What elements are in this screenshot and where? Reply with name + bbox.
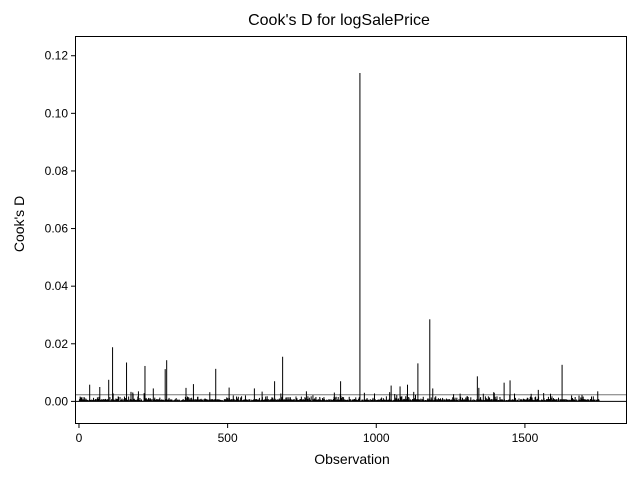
- y-axis-label: Cook's D: [11, 196, 27, 252]
- y-axis: 0.00 0.02 0.04 0.06 0.08 0.10 0.12: [45, 49, 76, 408]
- x-tick-label: 500: [218, 431, 238, 445]
- x-tick-label: 0: [76, 431, 83, 445]
- y-tick-label: 0.02: [45, 337, 69, 351]
- y-tick-label: 0.00: [45, 394, 69, 408]
- plot-frame: [75, 36, 627, 424]
- y-tick-label: 0.12: [45, 49, 69, 63]
- y-tick-label: 0.08: [45, 164, 69, 178]
- x-axis-label: Observation: [314, 451, 389, 467]
- needles: [78, 73, 600, 402]
- chart-title: Cook's D for logSalePrice: [248, 12, 430, 29]
- x-tick-label: 1000: [363, 431, 390, 445]
- y-tick-label: 0.04: [45, 279, 69, 293]
- y-tick-label: 0.06: [45, 222, 69, 236]
- x-axis: 0 500 1000 1500: [76, 423, 539, 445]
- y-tick-label: 0.10: [45, 106, 69, 120]
- x-tick-label: 1500: [512, 431, 539, 445]
